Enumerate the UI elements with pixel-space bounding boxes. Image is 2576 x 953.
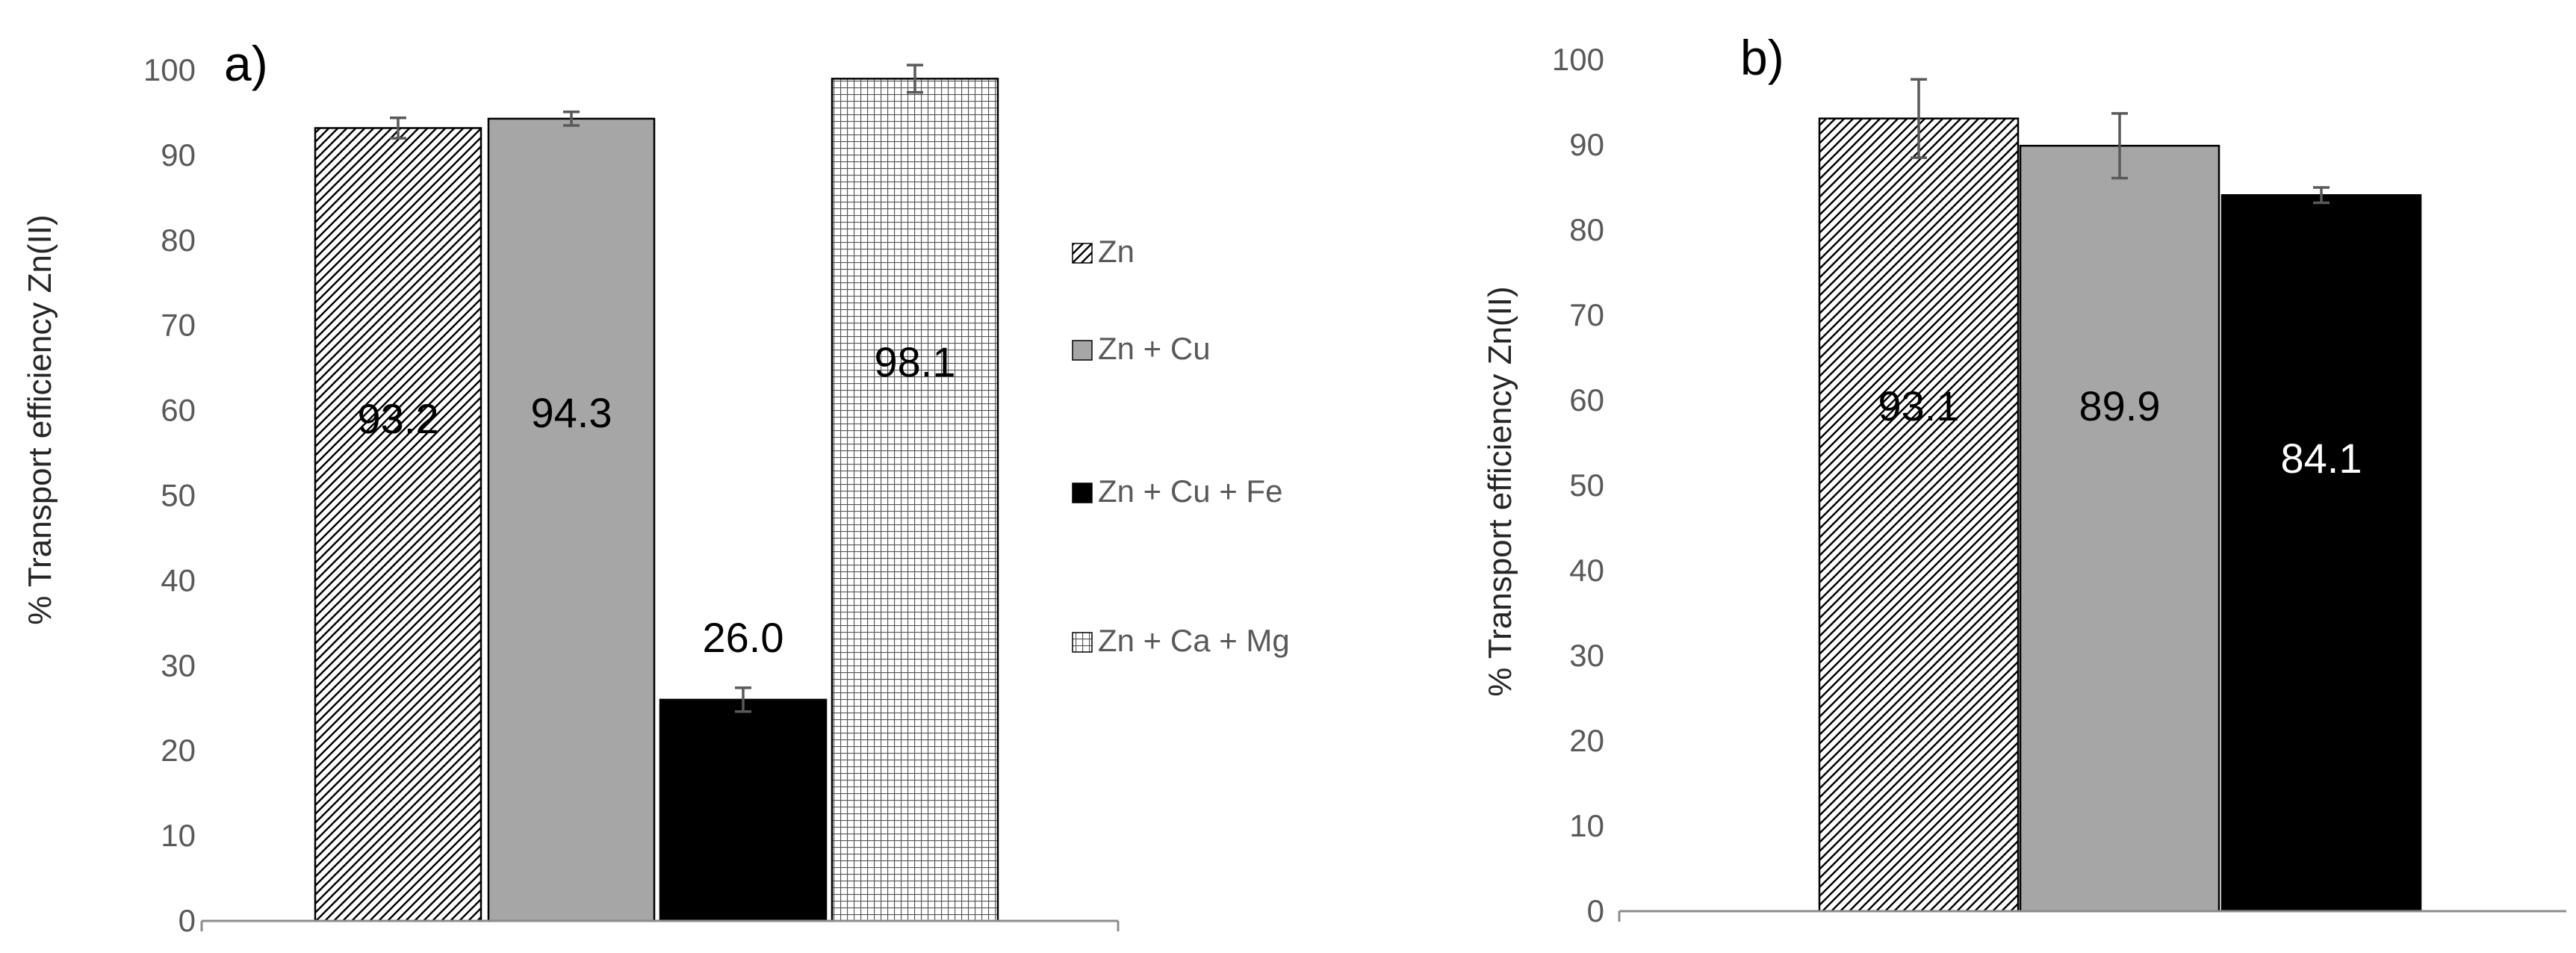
y-tick-label: 20: [1569, 723, 1604, 758]
y-tick-label: 90: [161, 137, 196, 173]
panel-label-a: a): [224, 36, 268, 91]
chart-panel-b: b) 0 10 20 30 40 50 60 70 80 90 100 % Transport ef…: [1482, 30, 2566, 928]
error-bar: [907, 63, 923, 94]
data-label: 89.9: [2079, 382, 2161, 429]
y-axis-ticks-b: 0 10 20 30 40 50 60 70 80 90 100: [1552, 42, 1604, 928]
legend-swatch: [1072, 632, 1093, 653]
y-tick-label: 40: [1569, 553, 1604, 588]
error-bar: [2111, 112, 2128, 180]
y-tick-label: 70: [1569, 297, 1604, 332]
error-bars-b: [1911, 78, 2330, 205]
legend-swatch: [1072, 340, 1093, 361]
chart-panel-a: a) 0 10 20 30 40 50 60 70 80 90 100 % Transport ef…: [22, 36, 1120, 938]
data-label: 84.1: [2281, 435, 2362, 482]
y-tick-label: 100: [143, 52, 196, 87]
data-label: 98.1: [875, 338, 956, 385]
y-tick-label: 10: [1569, 808, 1604, 843]
data-labels-a: 93.2 94.3 26.0 98.1: [358, 338, 956, 661]
bar: [2220, 194, 2422, 913]
legend-label: Zn + Cu + Fe: [1098, 474, 1282, 509]
bar: [1818, 117, 2020, 913]
bar: [659, 698, 828, 922]
data-label: 93.2: [358, 395, 439, 442]
legend-swatch: [1072, 482, 1093, 503]
y-tick-label: 60: [161, 393, 196, 428]
y-tick-label: 70: [161, 308, 196, 343]
y-axis-label-a: % Transport efficiency Zn(II): [22, 214, 58, 624]
legend-entry: Zn: [1072, 234, 1135, 269]
legend-label: Zn: [1098, 234, 1135, 269]
y-tick-label: 30: [1569, 638, 1604, 673]
legend-label: Zn + Cu: [1098, 331, 1211, 366]
y-tick-label: 50: [161, 478, 196, 513]
data-labels-b: 93.1 89.9 84.1: [1878, 382, 2362, 482]
legend-entry: Zn + Cu: [1072, 331, 1211, 366]
bars-b: [1818, 117, 2422, 913]
data-label: 94.3: [531, 389, 612, 436]
error-bar: [735, 686, 751, 713]
legend-entry: Zn + Ca + Mg: [1072, 623, 1290, 658]
y-axis-ticks-a: 0 10 20 30 40 50 60 70 80 90 100: [143, 52, 196, 938]
y-tick-label: 80: [161, 223, 196, 258]
error-bar: [563, 111, 580, 127]
error-bar: [390, 117, 406, 140]
data-label: 93.1: [1878, 382, 1960, 429]
y-axis-label-b: % Transport efficiency Zn(II): [1482, 286, 1518, 696]
bar: [487, 117, 656, 922]
y-tick-label: 50: [1569, 468, 1604, 503]
legend: Zn Zn + Cu Zn + Cu + Fe Zn + Ca + Mg: [1072, 234, 1290, 658]
y-tick-label: 0: [179, 903, 196, 938]
bar: [314, 127, 482, 922]
error-bars-a: [390, 63, 923, 713]
bar: [2019, 144, 2220, 913]
legend-swatch: [1072, 243, 1093, 264]
error-bar: [2313, 186, 2330, 205]
bar: [831, 78, 999, 922]
y-tick-label: 10: [161, 818, 196, 853]
bars-a: [314, 78, 999, 922]
y-tick-label: 60: [1569, 382, 1604, 417]
y-tick-label: 80: [1569, 212, 1604, 247]
y-tick-label: 30: [161, 648, 196, 683]
data-label: 26.0: [703, 614, 784, 661]
y-tick-label: 100: [1552, 42, 1604, 77]
y-tick-label: 0: [1587, 893, 1604, 928]
y-tick-label: 90: [1569, 127, 1604, 162]
y-tick-label: 40: [161, 562, 196, 597]
error-bar: [1911, 78, 1927, 159]
y-tick-label: 20: [161, 733, 196, 768]
legend-label: Zn + Ca + Mg: [1098, 623, 1290, 658]
panel-label-b: b): [1740, 30, 1784, 85]
legend-entry: Zn + Cu + Fe: [1072, 474, 1282, 509]
